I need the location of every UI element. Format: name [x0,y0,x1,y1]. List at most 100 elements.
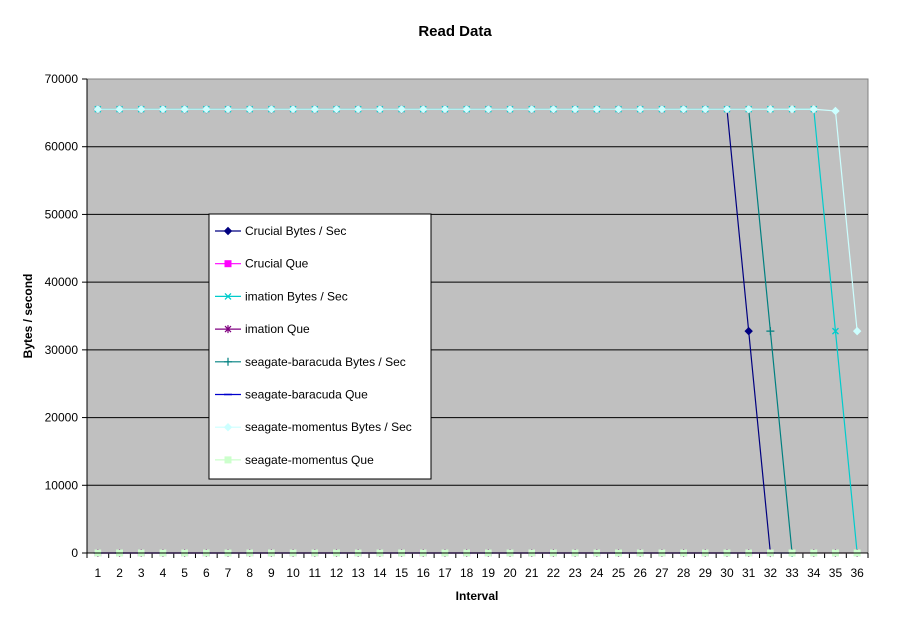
data-point [766,327,775,336]
legend-swatch-marker [223,422,233,432]
legend-item: seagate-baracuda Bytes / Sec [215,355,406,369]
x-tick-label: 20 [503,566,517,580]
y-tick-label: 10000 [45,478,79,492]
data-point [744,326,753,336]
x-tick-label: 29 [699,566,713,580]
x-tick-label: 18 [460,566,474,580]
data-point [831,106,840,116]
x-tick-label: 7 [225,566,232,580]
legend-item: seagate-baracuda Que [215,388,368,402]
data-point [744,105,753,114]
data-point [93,105,103,114]
x-tick-label: 26 [634,566,648,580]
y-tick-label: 40000 [45,275,79,289]
x-tick-label: 34 [807,566,821,580]
plot-area [86,78,869,554]
x-tick-label: 21 [525,566,539,580]
y-tick-label: 20000 [45,411,79,425]
legend-swatch-marker [224,292,232,300]
data-point [202,105,211,114]
data-point [701,105,710,114]
data-point [527,105,536,114]
data-point [245,105,254,114]
x-tick-label: 17 [438,566,452,580]
data-point [288,105,298,114]
data-point [158,105,168,114]
data-point [787,105,797,114]
legend-label: seagate-baracuda Que [245,388,368,402]
data-point [852,326,862,336]
legend-swatch-marker [224,325,232,334]
x-tick-label: 33 [785,566,799,580]
x-tick-label: 19 [482,566,496,580]
x-tick-label: 5 [181,566,188,580]
data-point [657,105,667,114]
data-point [722,105,732,114]
legend-label: Crucial Que [245,257,309,271]
data-point [614,105,623,114]
x-tick-label: 13 [352,566,366,580]
x-tick-label: 25 [612,566,626,580]
y-tick-label: 50000 [45,207,79,221]
legend: Crucial Bytes / Sec Crucial Que imation By… [208,213,432,480]
data-point [636,105,645,114]
legend-item: imation Que [215,322,310,336]
data-point [115,105,124,114]
data-point [332,105,341,114]
data-point [310,105,319,114]
legend-item: imation Bytes / Sec [215,289,348,303]
data-point [353,105,363,114]
x-tick-label: 36 [850,566,864,580]
y-axis-title: Bytes / second [21,274,35,359]
legend-label: imation Bytes / Sec [245,289,348,303]
legend-swatch-marker [224,456,232,464]
legend-swatch-marker [224,357,232,366]
x-tick-label: 3 [138,566,145,580]
x-tick-label: 28 [677,566,691,580]
x-tick-label: 12 [330,566,344,580]
x-tick-label: 24 [590,566,604,580]
data-point [397,105,406,114]
x-tick-label: 15 [395,566,409,580]
data-point [766,105,775,114]
y-axis-ticks: 0 10000 20000 30000 40000 50000 60000 70000 [45,72,87,560]
legend-label: imation Que [245,322,310,336]
legend-item: Crucial Que [215,257,309,271]
x-tick-label: 4 [160,566,167,580]
legend-item: seagate-momentus Que [215,453,374,467]
data-point [223,105,233,114]
x-tick-label: 1 [95,566,102,580]
legend-box [208,213,432,480]
y-tick-label: 60000 [45,140,79,154]
x-axis-ticks: 1 2 3 4 5 6 7 8 9 10 11 12 13 14 15 16 17 18 19 20 21 22 23 24 2… [86,553,869,580]
legend-swatch-marker [223,226,233,236]
legend-item: Crucial Bytes / Sec [215,224,346,238]
x-tick-label: 2 [116,566,123,580]
data-point [440,105,450,114]
x-tick-label: 9 [268,566,275,580]
x-tick-label: 8 [246,566,253,580]
chart-title: Read Data [418,23,492,40]
data-point [549,105,558,114]
legend-label: Crucial Bytes / Sec [245,224,346,238]
x-tick-label: 27 [655,566,669,580]
x-tick-label: 10 [286,566,300,580]
data-point [267,105,276,114]
data-point [484,105,493,114]
series-7 [93,105,862,336]
x-tick-label: 35 [829,566,843,580]
x-tick-label: 14 [373,566,387,580]
legend-swatch-marker [224,260,232,268]
y-tick-label: 0 [71,546,78,560]
data-point [505,105,515,114]
x-tick-label: 31 [742,566,756,580]
data-point [679,105,688,114]
data-point [180,105,189,114]
y-tick-label: 30000 [45,343,79,357]
x-axis-title: Interval [456,589,499,603]
data-point [375,105,385,114]
y-tick-label: 70000 [45,72,79,86]
data-point [462,105,471,114]
data-point [809,105,818,114]
